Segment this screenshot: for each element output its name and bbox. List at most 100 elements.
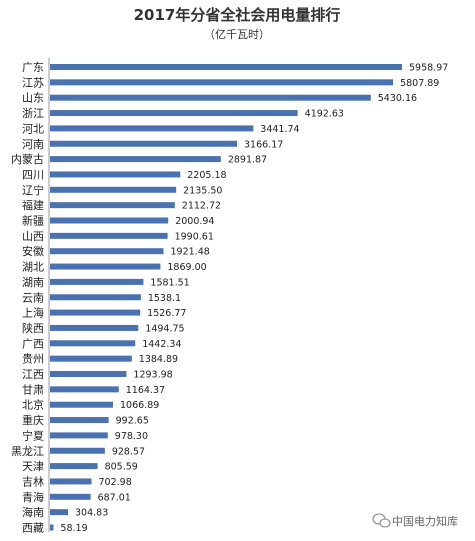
category-label: 海南: [22, 505, 44, 519]
bar: [50, 186, 177, 193]
value-label: 928.57: [112, 446, 145, 457]
value-label: 687.01: [98, 492, 131, 503]
category-label: 西藏: [22, 522, 44, 535]
category-label: 北京: [22, 398, 44, 412]
bar: [50, 340, 136, 347]
category-label: 上海: [22, 306, 44, 320]
bar: [50, 447, 105, 454]
value-label: 1921.48: [171, 247, 210, 258]
category-label: 山东: [22, 92, 44, 105]
category-label: 陕西: [22, 321, 44, 335]
bar: [50, 463, 98, 470]
category-label: 甘肃: [22, 383, 44, 396]
bar: [50, 493, 91, 500]
category-label: 江西: [22, 368, 44, 381]
bar: [50, 432, 108, 439]
bar: [50, 386, 119, 393]
category-label: 云南: [22, 291, 44, 304]
value-label: 1066.89: [120, 400, 159, 411]
value-label: 3166.17: [244, 139, 283, 150]
bar: [50, 232, 168, 239]
value-label: 1990.61: [175, 231, 214, 242]
category-label: 黑龙江: [11, 445, 44, 458]
bar: [50, 110, 298, 117]
value-label: 4192.63: [305, 109, 344, 120]
category-label: 山西: [22, 230, 44, 243]
value-label: 805.59: [105, 462, 138, 473]
value-label: 1869.00: [167, 262, 206, 273]
bar: [50, 294, 141, 301]
value-label: 2112.72: [182, 201, 221, 212]
category-label: 河南: [22, 138, 44, 151]
category-label: 湖南: [22, 276, 44, 289]
category-label: 吉林: [22, 474, 44, 488]
value-label: 1526.77: [147, 308, 186, 319]
category-label: 湖北: [22, 261, 44, 274]
bar: [50, 355, 132, 362]
category-label: 辽宁: [22, 183, 44, 197]
value-label: 2000.94: [175, 216, 214, 227]
value-label: 1581.51: [150, 277, 189, 288]
value-label: 5958.97: [409, 63, 448, 74]
value-label: 58.19: [60, 523, 87, 534]
value-label: 304.83: [75, 508, 108, 519]
bar: [50, 509, 69, 516]
category-label: 贵州: [22, 353, 44, 366]
category-label: 天津: [22, 460, 44, 473]
category-label: 四川: [22, 168, 44, 181]
bar-series: 广东 5958.97 江苏 5807.89 山东 5430.16 浙江 4192.63 河北 34…: [11, 61, 448, 535]
bar: [50, 478, 92, 485]
value-label: 1164.37: [126, 385, 165, 396]
bar: [50, 248, 164, 255]
value-label: 702.98: [99, 477, 132, 488]
category-label: 广西: [22, 337, 44, 350]
bar: [50, 125, 254, 132]
bar: [50, 79, 394, 86]
bar: [50, 371, 127, 377]
value-label: 992.65: [116, 416, 149, 427]
category-label: 河北: [22, 122, 44, 135]
value-label: 1538.1: [148, 293, 181, 304]
value-label: 1494.75: [145, 323, 184, 334]
bar: [50, 202, 175, 209]
bar: [50, 171, 181, 178]
bar: [50, 140, 238, 147]
value-label: 5430.16: [378, 93, 417, 104]
bar: [50, 324, 139, 331]
watermark: 中国电力知库: [372, 513, 458, 528]
bar: [50, 217, 169, 224]
bar: [50, 64, 402, 70]
category-label: 广东: [22, 61, 44, 74]
value-label: 2135.50: [183, 185, 222, 196]
chart-title: 2017年分省全社会用电量排行: [134, 6, 341, 24]
value-label: 1442.34: [142, 339, 181, 350]
value-label: 5807.89: [400, 78, 439, 89]
bar: [50, 401, 114, 408]
value-label: 978.30: [115, 431, 148, 442]
value-label: 1293.98: [133, 370, 172, 381]
category-label: 浙江: [22, 107, 44, 120]
category-label: 青海: [22, 490, 44, 504]
bar: [50, 417, 109, 424]
bar: [50, 309, 141, 316]
bar: [50, 524, 54, 531]
value-label: 1384.89: [139, 354, 178, 365]
bar: [50, 156, 221, 163]
bar: [50, 94, 371, 101]
value-label: 3441.74: [260, 124, 299, 135]
category-label: 福建: [22, 198, 44, 212]
value-label: 2891.87: [228, 155, 267, 166]
bar: [50, 263, 161, 270]
chart-subtitle: （亿千瓦时）: [204, 28, 270, 41]
value-label: 2205.18: [187, 170, 226, 181]
category-label: 安徽: [22, 244, 44, 258]
bar: [50, 278, 144, 285]
category-label: 宁夏: [22, 428, 44, 442]
category-label: 重庆: [22, 413, 44, 427]
category-label: 内蒙古: [11, 152, 44, 166]
watermark-text: 中国电力知库: [392, 514, 458, 528]
category-label: 新疆: [22, 214, 44, 228]
category-label: 江苏: [22, 76, 44, 89]
wechat-icon: [372, 513, 391, 528]
